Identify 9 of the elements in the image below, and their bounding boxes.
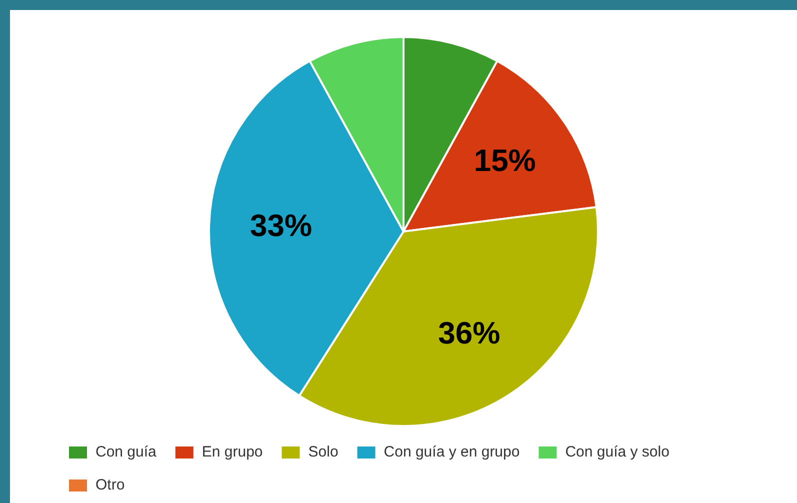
legend-label: Con guía y solo xyxy=(565,444,670,461)
legend-label: En grupo xyxy=(202,444,263,461)
legend-label: Con guía y en grupo xyxy=(384,444,520,461)
data-label: 15% xyxy=(474,143,536,178)
legend-label: Solo xyxy=(308,444,338,461)
legend-label: Otro xyxy=(96,476,125,494)
data-label: 36% xyxy=(438,316,500,351)
data-label: 33% xyxy=(250,208,312,244)
legend-label: Con guía xyxy=(96,444,158,461)
